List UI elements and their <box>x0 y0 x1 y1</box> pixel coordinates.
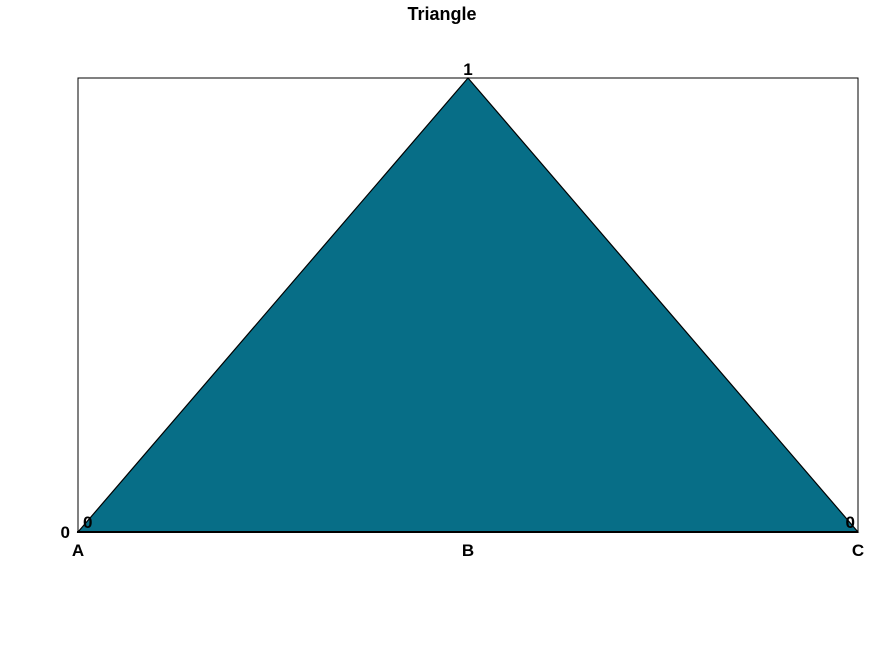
data-label: 0 <box>83 513 92 532</box>
x-tick-label: A <box>72 541 84 560</box>
x-tick-label: C <box>852 541 864 560</box>
y-tick-label: 0 <box>61 523 70 542</box>
data-label: 1 <box>463 60 472 79</box>
x-tick-label: B <box>462 541 474 560</box>
chart-title: Triangle <box>407 4 476 24</box>
data-label: 0 <box>846 513 855 532</box>
